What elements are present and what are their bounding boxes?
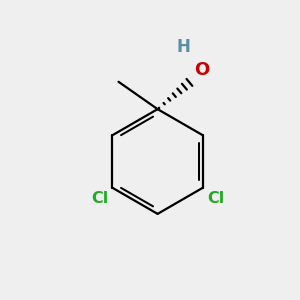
Text: Cl: Cl [91,191,108,206]
Text: H: H [177,38,191,56]
Text: O: O [194,61,209,79]
Text: Cl: Cl [207,191,224,206]
